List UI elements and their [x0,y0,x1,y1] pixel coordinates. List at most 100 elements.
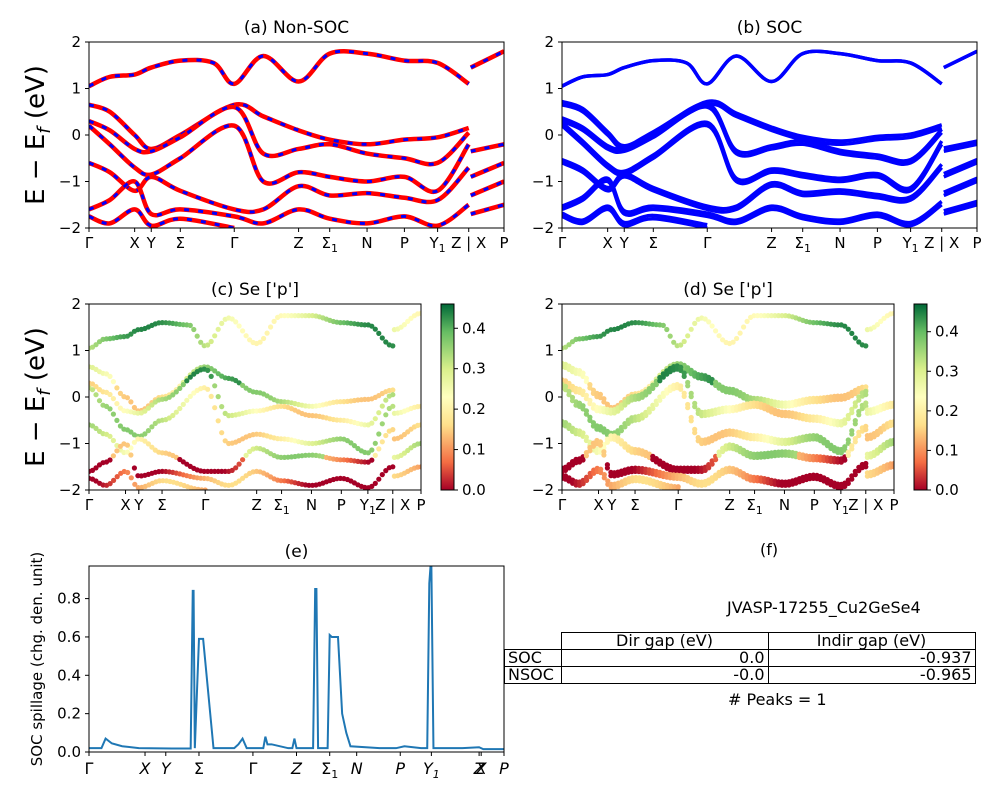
band-point [184,397,190,403]
band-point [145,405,151,411]
band-point [678,342,684,348]
band-point [236,478,242,484]
band-point [93,465,99,471]
soc-band-line-dashed [470,161,504,179]
band-point [261,335,267,342]
band-point [678,364,684,370]
soc-band-line [562,99,943,148]
band-point [601,331,607,337]
band-point [125,469,131,476]
soc-band-line [943,203,977,216]
band-point [149,402,155,408]
band-point [187,322,193,328]
panel-title: (e) [285,542,309,562]
soc-band-line [943,161,977,179]
band-point [117,390,123,396]
band-point [93,425,99,431]
band-point [170,412,176,419]
soc-band-line-dashed [89,105,470,166]
x-tick-label: P [889,496,898,514]
band-point [678,383,684,389]
band-point [110,411,116,417]
x-tick-label: Z [293,234,303,252]
band-point [131,404,137,411]
band-point [215,394,221,400]
band-point [383,412,389,418]
band-point [688,326,694,332]
band-point [124,395,130,401]
band-point [372,452,378,458]
band-point [583,392,590,398]
table-cell: -0.0 [560,666,769,684]
table-cell: -0.937 [767,649,976,667]
band-point [379,403,385,409]
y-tick-label: 2 [71,33,81,51]
band-point [590,420,597,426]
band-point [240,328,246,334]
colorbar-tick-label: 0.4 [462,319,486,337]
band-point [264,330,270,336]
y-tick-label: −2 [532,481,554,499]
band-point [128,452,134,458]
band-point [580,403,586,409]
band-point [184,378,190,384]
x-tick-label: P [499,234,508,252]
band-point [692,426,698,432]
band-point [236,323,242,329]
band-point [96,398,103,404]
band-point [688,414,694,421]
x-tick-label: Γ [85,759,94,778]
table-cell: 0.0 [560,649,769,667]
band-point [622,441,628,447]
band-point [208,373,214,379]
x-tick-label: P [416,496,425,514]
x-tick-label: N [834,234,845,252]
band-point [142,431,148,437]
band-point [180,382,186,388]
band-point [675,484,681,490]
colorbar-d-ticks: 0.0 0.1 0.2 0.3 0.4 [927,323,959,499]
x-tick-label: P [400,234,409,252]
x-tick-label: Y1 [423,759,440,781]
band-point [124,442,130,448]
band-point [205,342,211,348]
band-point [566,342,572,348]
band-point [891,400,894,406]
x-tick-label: N [306,496,317,514]
soc-band-line [943,179,977,198]
band-point [685,401,691,408]
band-point [587,414,593,420]
band-point [709,323,715,329]
band-point [604,462,611,468]
band-point [730,339,736,345]
band-point [671,339,677,345]
colorbar-tick-label: 0.4 [935,323,959,341]
band-point [117,423,123,429]
band-point [849,330,855,336]
band-point [107,373,113,379]
band-point [849,443,855,449]
band-point [191,326,197,333]
y-tick-label: 0.2 [57,705,81,723]
band-point [716,333,722,339]
x-tick-label: Γ [201,496,210,514]
band-point [580,430,586,436]
band-point [580,370,586,376]
band-point [372,416,378,422]
band-point [709,376,715,383]
band-point [418,310,421,316]
band-point [856,339,862,345]
y-tick-label: 0.0 [57,743,81,761]
colorbar-tick-label: 0.2 [462,400,486,418]
nonsoc-band-line [89,49,471,89]
soc-band-line [943,199,977,213]
band-point [212,368,218,374]
ylabel-mid-row: E − Ef (eV) [21,327,55,467]
band-point [618,438,625,444]
band-point [863,460,869,467]
y-tick-label: −1 [532,173,554,191]
band-point [737,330,743,336]
